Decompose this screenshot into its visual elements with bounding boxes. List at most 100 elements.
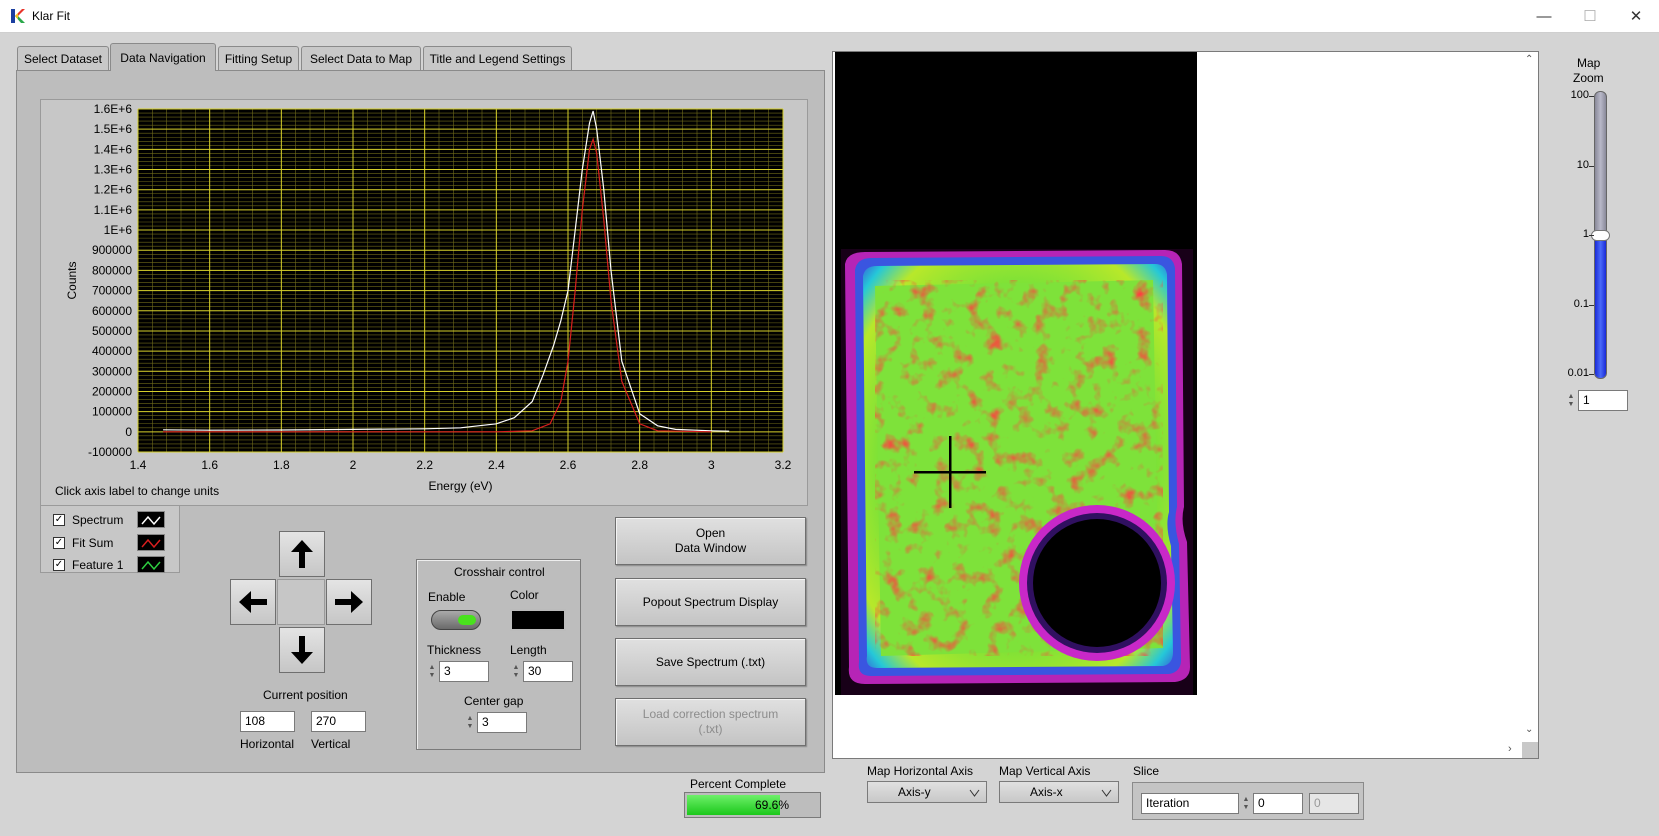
y-tick-label: 100000 (92, 405, 132, 419)
plot-legend: ✓ Spectrum ✓ Fit Sum ✓ Feature 1 (40, 505, 180, 573)
x-tick-label: 1.6 (201, 458, 218, 472)
line-swatch-icon[interactable] (137, 556, 165, 573)
crosshair-color-swatch[interactable] (510, 609, 566, 631)
crosshair-enable-toggle[interactable] (431, 610, 481, 630)
legend-item-feature-1[interactable]: ✓ Feature 1 (53, 555, 165, 574)
scroll-right-icon[interactable]: › (1508, 743, 1512, 755)
arrow-right-icon (335, 591, 363, 613)
tab-data-navigation[interactable]: Data Navigation (110, 43, 216, 71)
y-tick-label: 200000 (92, 384, 132, 398)
zoom-tick-label: 1 (1582, 228, 1589, 240)
button-label: Open (695, 526, 726, 540)
percent-complete-label: Percent Complete (690, 777, 787, 791)
zoom-value-field[interactable]: 1 (1578, 390, 1628, 411)
window-title: Klar Fit (32, 9, 71, 23)
legend-label: Spectrum (72, 512, 124, 527)
length-spinner-icon[interactable]: ▲ ▼ (512, 663, 520, 679)
zoom-tick-label: 10 (1576, 158, 1589, 171)
move-down-button[interactable] (279, 627, 325, 673)
y-tick-label: 1.5E+6 (94, 122, 133, 136)
x-tick-label: 2.4 (488, 458, 505, 472)
center-gap-field[interactable]: 3 (477, 712, 527, 733)
tab-fitting-setup[interactable]: Fitting Setup (218, 46, 299, 70)
intensity-map[interactable] (835, 52, 1197, 695)
x-tick-label: 2 (350, 458, 357, 472)
slice-name-field[interactable]: Iteration (1141, 793, 1239, 814)
vertical-label: Vertical (311, 737, 351, 751)
slice-control: Iteration ▲ ▼ 0 0 (1132, 782, 1364, 820)
zoom-tick-label: 0.1 (1573, 297, 1589, 310)
slice-label: Slice (1133, 764, 1160, 778)
x-tick-label: 3.2 (775, 458, 792, 472)
legend-item-fit-sum[interactable]: ✓ Fit Sum (53, 533, 165, 552)
tab-select-dataset[interactable]: Select Dataset (17, 46, 109, 70)
dropdown-arrow-icon (969, 789, 980, 797)
series-line-spectrum (163, 110, 730, 432)
dropdown-value: Axis-x (1030, 785, 1063, 799)
slice-index-field[interactable]: 0 (1253, 793, 1303, 814)
tab-title-legend-settings[interactable]: Title and Legend Settings (423, 46, 572, 70)
horizontal-position-field[interactable]: 108 (240, 711, 295, 732)
thickness-spinner-icon[interactable]: ▲ ▼ (428, 663, 436, 679)
zoom-tick-label: 0.01 (1567, 367, 1589, 379)
current-position-label: Current position (263, 688, 348, 702)
progress-bar: 69.6% (684, 792, 821, 818)
close-button[interactable]: ✕ (1629, 8, 1643, 25)
popout-spectrum-button[interactable]: Popout Spectrum Display (615, 578, 806, 626)
zoom-spinner-icon[interactable]: ▲ ▼ (1567, 392, 1575, 408)
y-tick-label: 300000 (92, 364, 132, 378)
button-label: (.txt) (698, 722, 723, 736)
y-tick-label: 0 (125, 425, 132, 439)
minimize-button[interactable]: — (1536, 7, 1552, 25)
dropdown-value: Axis-y (898, 785, 931, 799)
y-tick-label: 1.6E+6 (94, 102, 133, 116)
y-tick-label: -100000 (88, 445, 132, 459)
arrow-down-icon (291, 636, 313, 664)
x-tick-label: 1.8 (273, 458, 290, 472)
map-vertical-axis-dropdown[interactable]: Axis-x (999, 781, 1119, 803)
line-swatch-icon[interactable] (137, 511, 165, 528)
horizontal-scrollbar[interactable]: › (833, 742, 1522, 758)
move-up-button[interactable] (279, 531, 325, 577)
move-right-button[interactable] (326, 579, 372, 625)
scroll-down-icon[interactable]: ⌄ (1525, 724, 1534, 735)
arrow-pad-center (277, 579, 325, 625)
x-tick-label: 2.6 (560, 458, 577, 472)
tab-select-data-to-map[interactable]: Select Data to Map (301, 46, 421, 70)
thickness-field[interactable]: 3 (439, 661, 489, 682)
zoom-tick-mark (1589, 96, 1594, 97)
move-left-button[interactable] (230, 579, 276, 625)
vertical-position-field[interactable]: 270 (311, 711, 366, 732)
center-gap-spinner-icon[interactable]: ▲ ▼ (466, 714, 474, 730)
crosshair-control-group (416, 559, 581, 750)
scroll-up-icon[interactable]: ⌃ (1525, 54, 1534, 65)
y-tick-label: 1.2E+6 (94, 183, 133, 197)
color-label: Color (510, 588, 539, 602)
map-horizontal-axis-dropdown[interactable]: Axis-y (867, 781, 987, 803)
x-tick-label: 2.8 (631, 458, 648, 472)
open-data-window-button[interactable]: Open Data Window (615, 517, 806, 565)
y-tick-label: 1.1E+6 (94, 203, 133, 217)
legend-checkbox[interactable]: ✓ (53, 558, 65, 571)
legend-item-spectrum[interactable]: ✓ Spectrum (53, 510, 165, 529)
vertical-scrollbar[interactable]: ⌃ ⌄ (1522, 52, 1538, 742)
length-field[interactable]: 30 (523, 661, 573, 682)
legend-checkbox[interactable]: ✓ (53, 536, 65, 549)
y-tick-label: 800000 (92, 263, 132, 277)
maximize-button[interactable]: ☐ (1583, 8, 1597, 25)
spectrum-chart[interactable]: 1.4 1.6 1.8 2 2.2 2.4 2.6 2.8 3 3.2 -100000 0 100000… (40, 99, 808, 506)
save-spectrum-button[interactable]: Save Spectrum (.txt) (615, 638, 806, 686)
map-display[interactable]: ⌃ ⌄ › (832, 51, 1539, 759)
slice-spinner-icon[interactable]: ▲ ▼ (1242, 795, 1250, 811)
map-zoom-title: Map (1577, 56, 1601, 70)
line-swatch-icon[interactable] (137, 534, 165, 551)
legend-checkbox[interactable]: ✓ (53, 513, 65, 526)
x-tick-label: 2.2 (416, 458, 433, 472)
x-tick-label: 1.4 (130, 458, 147, 472)
load-correction-button[interactable]: Load correction spectrum (.txt) (615, 698, 806, 746)
button-label: Data Window (674, 541, 747, 555)
map-zoom-title-2: Zoom (1573, 71, 1604, 85)
map-vertical-axis-label: Map Vertical Axis (999, 764, 1091, 778)
zoom-tick-mark (1589, 304, 1594, 306)
length-label: Length (510, 643, 547, 657)
